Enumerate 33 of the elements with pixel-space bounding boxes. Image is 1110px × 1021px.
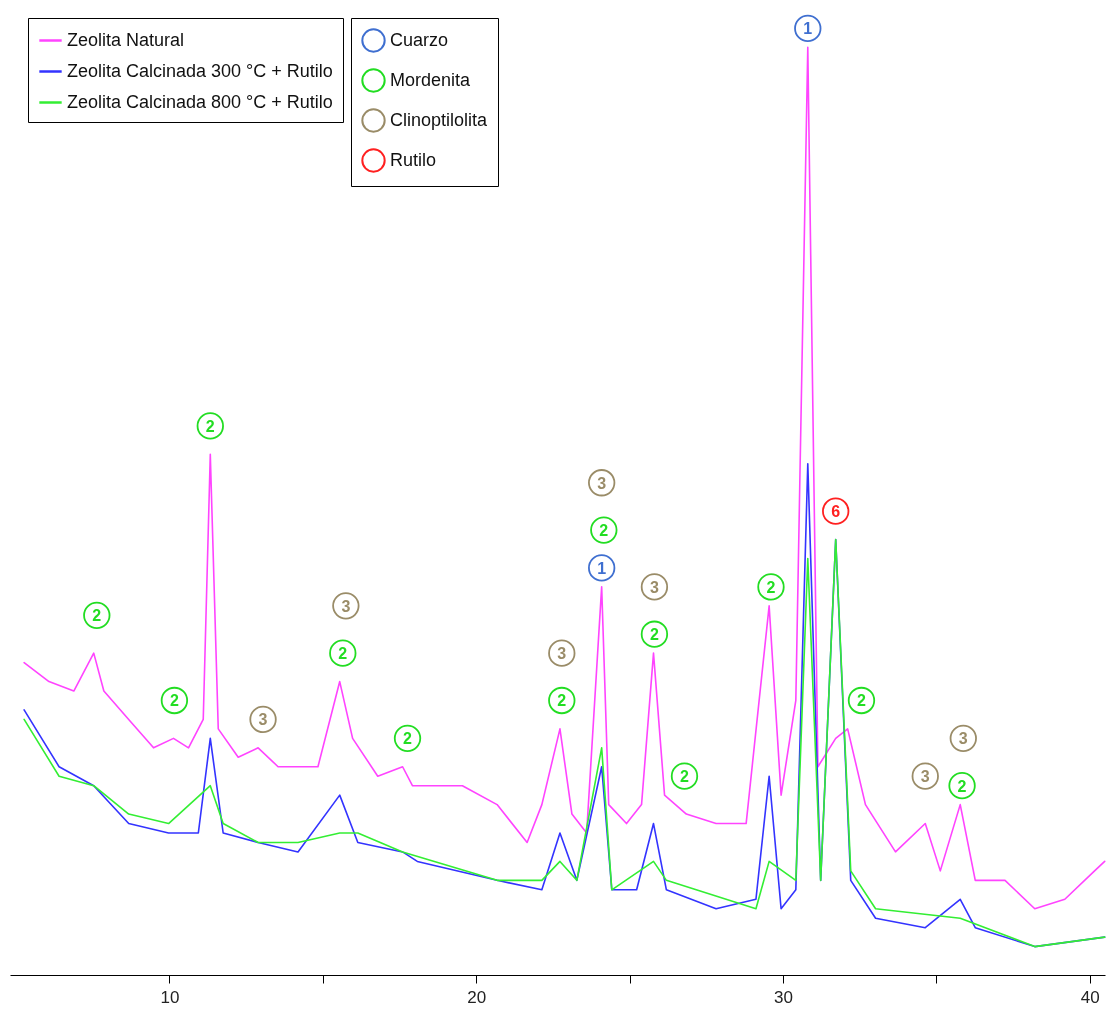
legend-label: Rutilo bbox=[390, 149, 437, 170]
x-tick-label: 20 bbox=[467, 987, 487, 1007]
annotation: 2 bbox=[169, 692, 179, 710]
annotation: 3 bbox=[258, 711, 268, 729]
annotation: 2 bbox=[205, 417, 215, 435]
x-tick-label: 40 bbox=[1080, 987, 1100, 1007]
annotation: 6 bbox=[831, 503, 841, 521]
annotation: 2 bbox=[403, 730, 413, 748]
legend-label: Zeolita Natural bbox=[67, 29, 185, 50]
legend-label: Cuarzo bbox=[390, 29, 449, 50]
annotation: 3 bbox=[649, 578, 659, 596]
annotation: 3 bbox=[920, 768, 930, 786]
annotation: 1 bbox=[803, 20, 813, 38]
annotation: 2 bbox=[599, 522, 609, 540]
annotation: 2 bbox=[338, 645, 348, 663]
annotation: 3 bbox=[958, 730, 968, 748]
annotation: 1 bbox=[597, 559, 607, 577]
annotation: 2 bbox=[957, 777, 967, 795]
annotation: 3 bbox=[557, 645, 567, 663]
annotation: 3 bbox=[597, 474, 607, 492]
x-tick-label: 10 bbox=[160, 987, 180, 1007]
legend-label: Zeolita Calcinada 300 °C + Rutilo bbox=[67, 60, 333, 81]
annotation: 2 bbox=[649, 626, 659, 644]
legend-label: Clinoptilolita bbox=[390, 109, 489, 130]
annotation: 2 bbox=[766, 578, 776, 596]
annotation: 2 bbox=[92, 607, 102, 625]
annotation: 2 bbox=[857, 692, 867, 710]
annotation: 2 bbox=[557, 692, 567, 710]
legend-label: Mordenita bbox=[390, 69, 472, 90]
annotation: 2 bbox=[680, 768, 690, 786]
legend-label: Zeolita Calcinada 800 °C + Rutilo bbox=[67, 91, 333, 112]
annotation: 3 bbox=[341, 597, 351, 615]
x-tick-label: 30 bbox=[773, 987, 793, 1007]
